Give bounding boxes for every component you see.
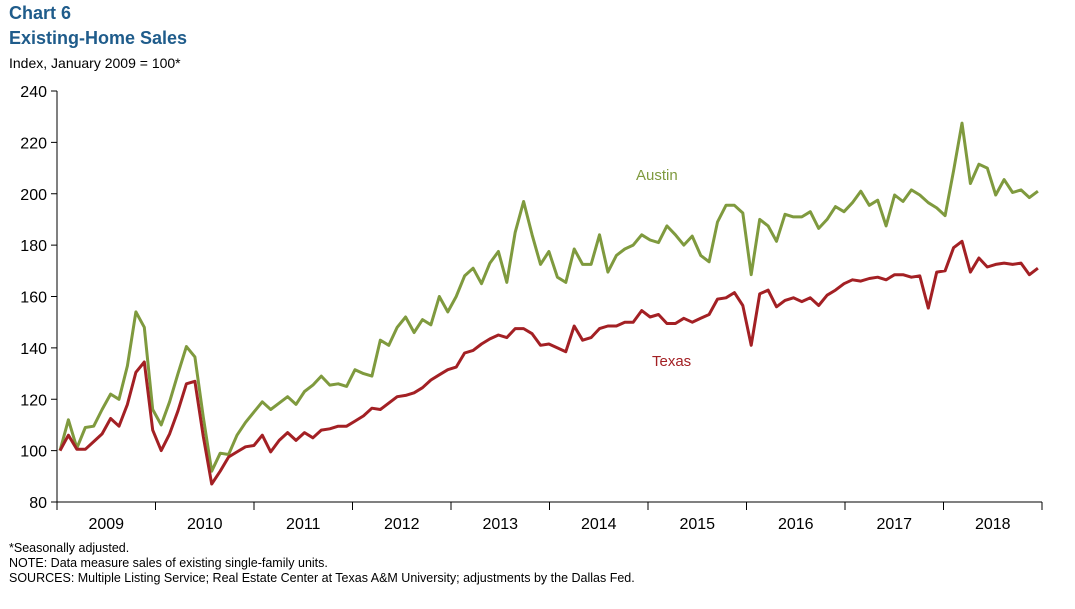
x-axis: 2009 2010 2011 2012 2013 2014 2015 2016 2017 2018 [56, 501, 1043, 533]
x-tick-label: 2014 [581, 516, 617, 533]
x-tick-label: 2012 [384, 516, 420, 533]
footnotes: *Seasonally adjusted. NOTE: Data measure… [9, 541, 635, 586]
series-line-austin [58, 121, 1039, 473]
series-lines [58, 121, 1039, 486]
y-tick-label: 120 [20, 392, 47, 409]
y-axis: 80 100 120 140 160 180 200 220 240 [20, 84, 58, 512]
chart-title: Existing-Home Sales [9, 28, 188, 48]
series-label-texas: Texas [652, 353, 691, 370]
x-tick-label: 2011 [286, 516, 321, 533]
footnote-note: NOTE: Data measure sales of existing sin… [9, 556, 328, 570]
y-tick-label: 180 [20, 238, 47, 255]
x-tick-label: 2010 [187, 516, 223, 533]
y-tick-label: 200 [20, 187, 47, 204]
x-tick-label: 2009 [88, 516, 124, 533]
x-tick-label: 2017 [876, 516, 912, 533]
x-tick-label: 2018 [975, 516, 1011, 533]
x-tick-label: 2013 [482, 516, 518, 533]
y-tick-label: 140 [20, 341, 47, 358]
y-tick-label: 240 [20, 84, 47, 101]
y-tick-label: 160 [20, 290, 47, 307]
chart-subtitle: Index, January 2009 = 100* [9, 55, 181, 71]
y-tick-label: 100 [20, 444, 47, 461]
series-label-austin: Austin [636, 167, 678, 184]
series-line-texas [58, 239, 1039, 486]
chart-number-label: Chart 6 [9, 3, 72, 23]
x-tick-label: 2015 [679, 516, 715, 533]
x-tick-label: 2016 [778, 516, 814, 533]
footnote-sources: SOURCES: Multiple Listing Service; Real … [9, 571, 635, 585]
y-tick-label: 220 [20, 135, 47, 152]
y-tick-label: 80 [29, 495, 47, 512]
footnote-seasonally-adjusted: *Seasonally adjusted. [9, 541, 130, 555]
